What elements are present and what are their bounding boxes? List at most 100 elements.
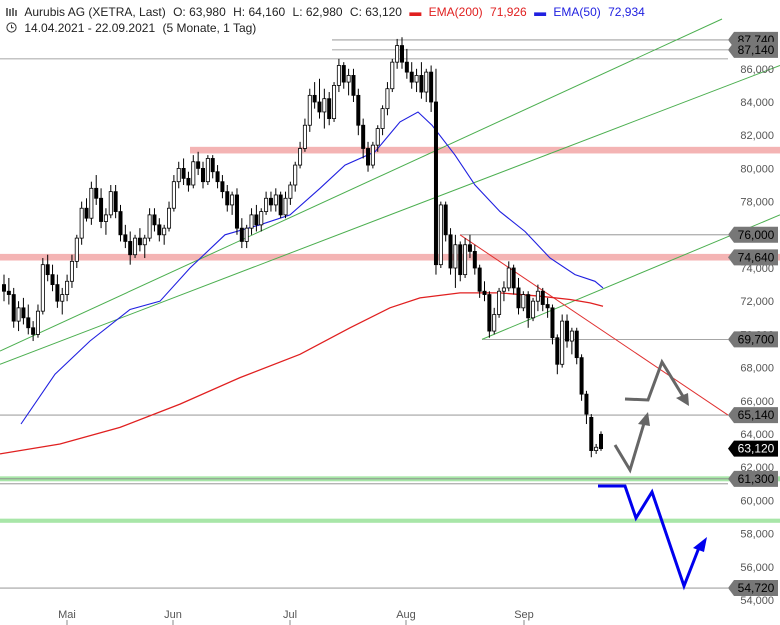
price-tag: 54,720: [728, 580, 778, 597]
candle: [133, 234, 138, 259]
price-tag-label: 65,140: [738, 408, 775, 422]
candle-body: [26, 317, 31, 329]
candle: [453, 234, 458, 288]
candle: [55, 274, 60, 308]
candle: [200, 161, 205, 189]
ema200-value: 71,926: [490, 5, 527, 19]
candle-body: [176, 167, 181, 183]
candle: [307, 88, 312, 132]
recovery-scenario-path: [624, 358, 686, 402]
candle: [380, 105, 385, 136]
candle-body: [288, 184, 293, 199]
candle-body: [555, 337, 560, 365]
candle: [74, 234, 79, 268]
candle-body: [501, 287, 506, 292]
candle-body: [550, 307, 555, 339]
candle-body: [249, 214, 254, 229]
high-value: H: 64,160: [233, 5, 286, 19]
price-tag-label: 74,640: [738, 250, 775, 264]
candle-body: [167, 207, 172, 229]
price-tag-label: 61,300: [738, 472, 775, 486]
candle: [278, 191, 283, 219]
candle: [157, 218, 162, 242]
candle-body: [128, 241, 133, 256]
candle-body: [205, 158, 210, 183]
candle-body: [438, 204, 443, 266]
candle: [45, 254, 50, 282]
candle: [516, 277, 521, 315]
candle-body: [390, 61, 395, 90]
x-tick-label: Jun: [164, 609, 182, 621]
candle: [79, 201, 84, 245]
candle-body: [574, 330, 579, 359]
y-tick-label: 82,000: [740, 130, 774, 142]
candle-body: [341, 65, 346, 83]
candle-body: [443, 204, 448, 236]
candle: [463, 238, 468, 278]
candle-body: [55, 284, 60, 302]
ema50-line: [20, 111, 604, 425]
y-tick-label: 72,000: [740, 296, 774, 308]
candle-body: [99, 197, 104, 222]
candle: [283, 191, 288, 219]
candle-body: [210, 158, 215, 173]
candles-layer: [2, 37, 604, 458]
candle: [234, 188, 239, 235]
candle: [16, 301, 21, 332]
candle-body: [599, 433, 604, 450]
candle-body: [453, 244, 458, 269]
candle-body: [492, 314, 497, 332]
candle-body: [215, 171, 220, 183]
candle-body: [142, 237, 147, 246]
y-tick-label: 60,000: [740, 495, 774, 507]
candle: [288, 181, 293, 205]
candle: [370, 141, 375, 169]
candle: [6, 277, 11, 305]
candle: [239, 218, 244, 249]
price-tag-shape: [728, 41, 778, 58]
y-tick-label: 80,000: [740, 163, 774, 175]
candle-body: [526, 294, 531, 319]
candle-body: [60, 294, 65, 302]
price-tag-shape: [728, 226, 778, 243]
candle: [2, 274, 7, 302]
ema50-label: EMA(50): [553, 5, 601, 19]
candle: [196, 151, 201, 176]
x-tick-label: Jul: [283, 609, 297, 621]
candle-body: [351, 75, 356, 96]
candle: [215, 165, 220, 189]
price-tag-label: 76,000: [738, 228, 775, 242]
uptrend-line-lower: [0, 65, 780, 365]
candle: [268, 191, 273, 212]
candle: [273, 188, 278, 212]
candle: [123, 224, 128, 249]
candle: [89, 181, 94, 225]
price-tag: 74,640: [728, 249, 778, 266]
price-tag-label: 54,720: [738, 581, 775, 595]
ema50-value: 72,934: [608, 5, 645, 19]
candle: [317, 78, 322, 119]
candle: [550, 304, 555, 345]
close-value: C: 63,120: [349, 5, 402, 19]
candle-body: [21, 307, 26, 319]
chart-header-quote: Aurubis AG (XETRA, Last) O: 63,980 H: 64…: [6, 5, 649, 19]
candle-body: [322, 98, 327, 113]
candle: [501, 281, 506, 302]
candle-body: [327, 98, 332, 120]
candle-body: [137, 237, 142, 246]
candle: [390, 58, 395, 93]
candle: [191, 155, 196, 189]
price-tag-shape: [728, 331, 778, 348]
candle: [103, 208, 108, 235]
price-tag-label: 69,700: [738, 332, 775, 346]
rebound-scenario-arrowhead: [638, 412, 650, 426]
price-tag-shape: [728, 470, 778, 487]
candle: [128, 231, 133, 265]
candle: [167, 201, 172, 232]
candle: [497, 287, 502, 318]
candle-body: [433, 101, 438, 266]
candle: [472, 244, 477, 275]
candle: [21, 297, 26, 325]
y-tick-label: 86,000: [740, 64, 774, 76]
